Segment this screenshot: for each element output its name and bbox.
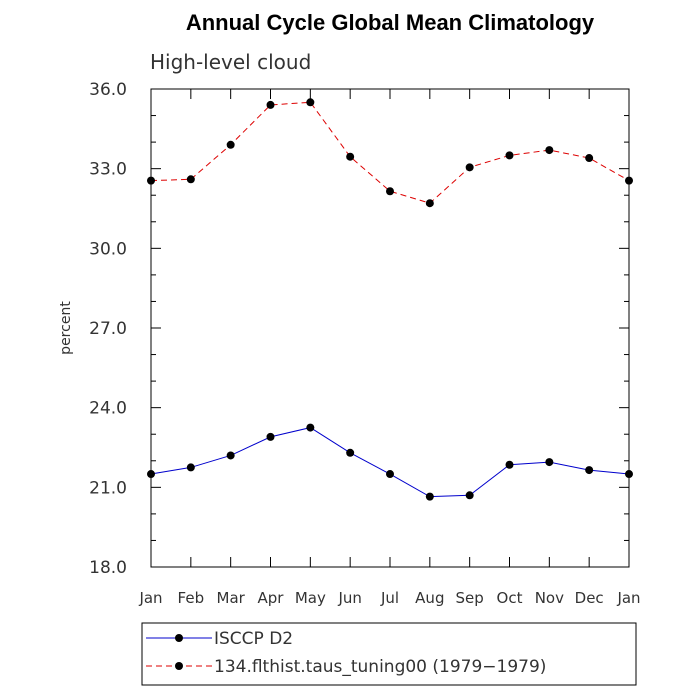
y-tick-label: 33.0 (89, 160, 127, 180)
y-axis-label: percent (58, 301, 74, 355)
data-point (545, 146, 554, 155)
chart-subtitle: High-level cloud (150, 50, 311, 74)
legend-label-1: ISCCP D2 (214, 629, 293, 649)
x-tick-label: Dec (575, 589, 604, 607)
data-point (386, 187, 394, 196)
x-tick-label: Mar (217, 589, 246, 607)
y-tick-label: 21.0 (89, 478, 127, 498)
data-point (147, 470, 155, 479)
legend: ISCCP D2 134.flthist.taus_tuning00 (1979−… (141, 622, 637, 686)
series-line-1 (150, 427, 630, 498)
y-tick-label: 36.0 (89, 80, 127, 100)
data-point (386, 470, 394, 479)
y-tick-label: 24.0 (89, 399, 127, 419)
data-point (625, 470, 633, 479)
data-point (505, 151, 514, 160)
legend-label-2: 134.flthist.taus_tuning00 (1979−1979) (214, 657, 546, 677)
data-point (505, 460, 514, 469)
data-point (465, 163, 474, 172)
x-tick-label: Apr (258, 589, 285, 607)
y-tick-label: 18.0 (89, 558, 127, 578)
x-tick-label: Aug (415, 589, 444, 607)
data-point (226, 451, 235, 460)
data-point (147, 176, 155, 185)
y-tick-label: 27.0 (89, 319, 127, 339)
data-point (186, 175, 195, 184)
data-point (266, 432, 275, 441)
data-point (306, 423, 315, 432)
data-point (425, 199, 434, 208)
plot-frame (150, 88, 630, 568)
legend-box (141, 622, 637, 686)
x-tick-label: Jan (616, 589, 640, 607)
data-point (545, 458, 554, 467)
data-point (585, 466, 594, 475)
data-point (346, 152, 355, 161)
data-point (226, 140, 235, 149)
legend-marker (175, 634, 183, 642)
x-tick-label: Feb (178, 589, 205, 607)
data-point (306, 98, 315, 107)
chart-title: Annual Cycle Global Mean Climatology (186, 10, 595, 35)
axes: Jan Feb Mar Apr May Jun Jul Aug Sep Oct Nov Dec Jan 1… (89, 80, 640, 607)
data-point (186, 463, 195, 472)
x-tick-label: Nov (535, 589, 564, 607)
x-tick-label: Oct (497, 589, 523, 607)
y-tick-label: 30.0 (89, 239, 127, 259)
data-point (625, 176, 633, 185)
data-point (585, 154, 594, 163)
x-tick-label: Jul (380, 589, 399, 607)
x-tick-label: Jan (138, 589, 162, 607)
x-tick-label: Sep (456, 589, 484, 607)
data-point (465, 491, 474, 500)
x-tick-label: May (295, 589, 326, 607)
series-group (147, 98, 633, 501)
legend-marker (175, 662, 183, 670)
data-point (346, 448, 355, 457)
data-point (266, 100, 275, 109)
data-point (425, 492, 434, 501)
x-tick-label: Jun (337, 589, 361, 607)
